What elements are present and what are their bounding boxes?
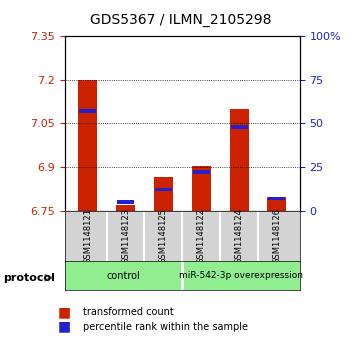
Bar [231, 125, 248, 129]
Text: GSM1148121: GSM1148121 [83, 213, 92, 274]
Bar [79, 110, 96, 113]
Text: GSM1148123: GSM1148123 [121, 208, 130, 264]
Text: GSM1148125: GSM1148125 [159, 208, 168, 264]
Text: ■: ■ [58, 320, 71, 334]
Text: GSM1148122: GSM1148122 [197, 208, 206, 264]
Text: protocol: protocol [4, 273, 56, 283]
Text: GDS5367 / ILMN_2105298: GDS5367 / ILMN_2105298 [90, 13, 271, 27]
Text: miR-542-3p overexpression: miR-542-3p overexpression [179, 272, 303, 280]
Bar [230, 109, 248, 211]
Bar [154, 177, 173, 211]
Text: GSM1148124: GSM1148124 [235, 213, 244, 273]
Text: GSM1148122: GSM1148122 [197, 213, 206, 273]
Text: GSM1148124: GSM1148124 [235, 208, 244, 264]
Bar [155, 188, 172, 191]
Bar [116, 205, 135, 211]
Text: GSM1148123: GSM1148123 [121, 213, 130, 274]
Text: GSM1148125: GSM1148125 [159, 213, 168, 274]
Bar [268, 197, 286, 211]
Bar [269, 197, 286, 200]
Bar [78, 80, 97, 211]
Text: GSM1148126: GSM1148126 [273, 208, 282, 264]
Text: GSM1148126: GSM1148126 [273, 213, 282, 274]
Bar [193, 171, 210, 174]
Text: GSM1148121: GSM1148121 [83, 208, 92, 264]
Bar [117, 200, 134, 204]
Text: percentile rank within the sample: percentile rank within the sample [83, 322, 248, 332]
Text: ■: ■ [58, 305, 71, 319]
Text: transformed count: transformed count [83, 307, 174, 317]
Text: control: control [107, 271, 140, 281]
Bar [192, 166, 211, 211]
